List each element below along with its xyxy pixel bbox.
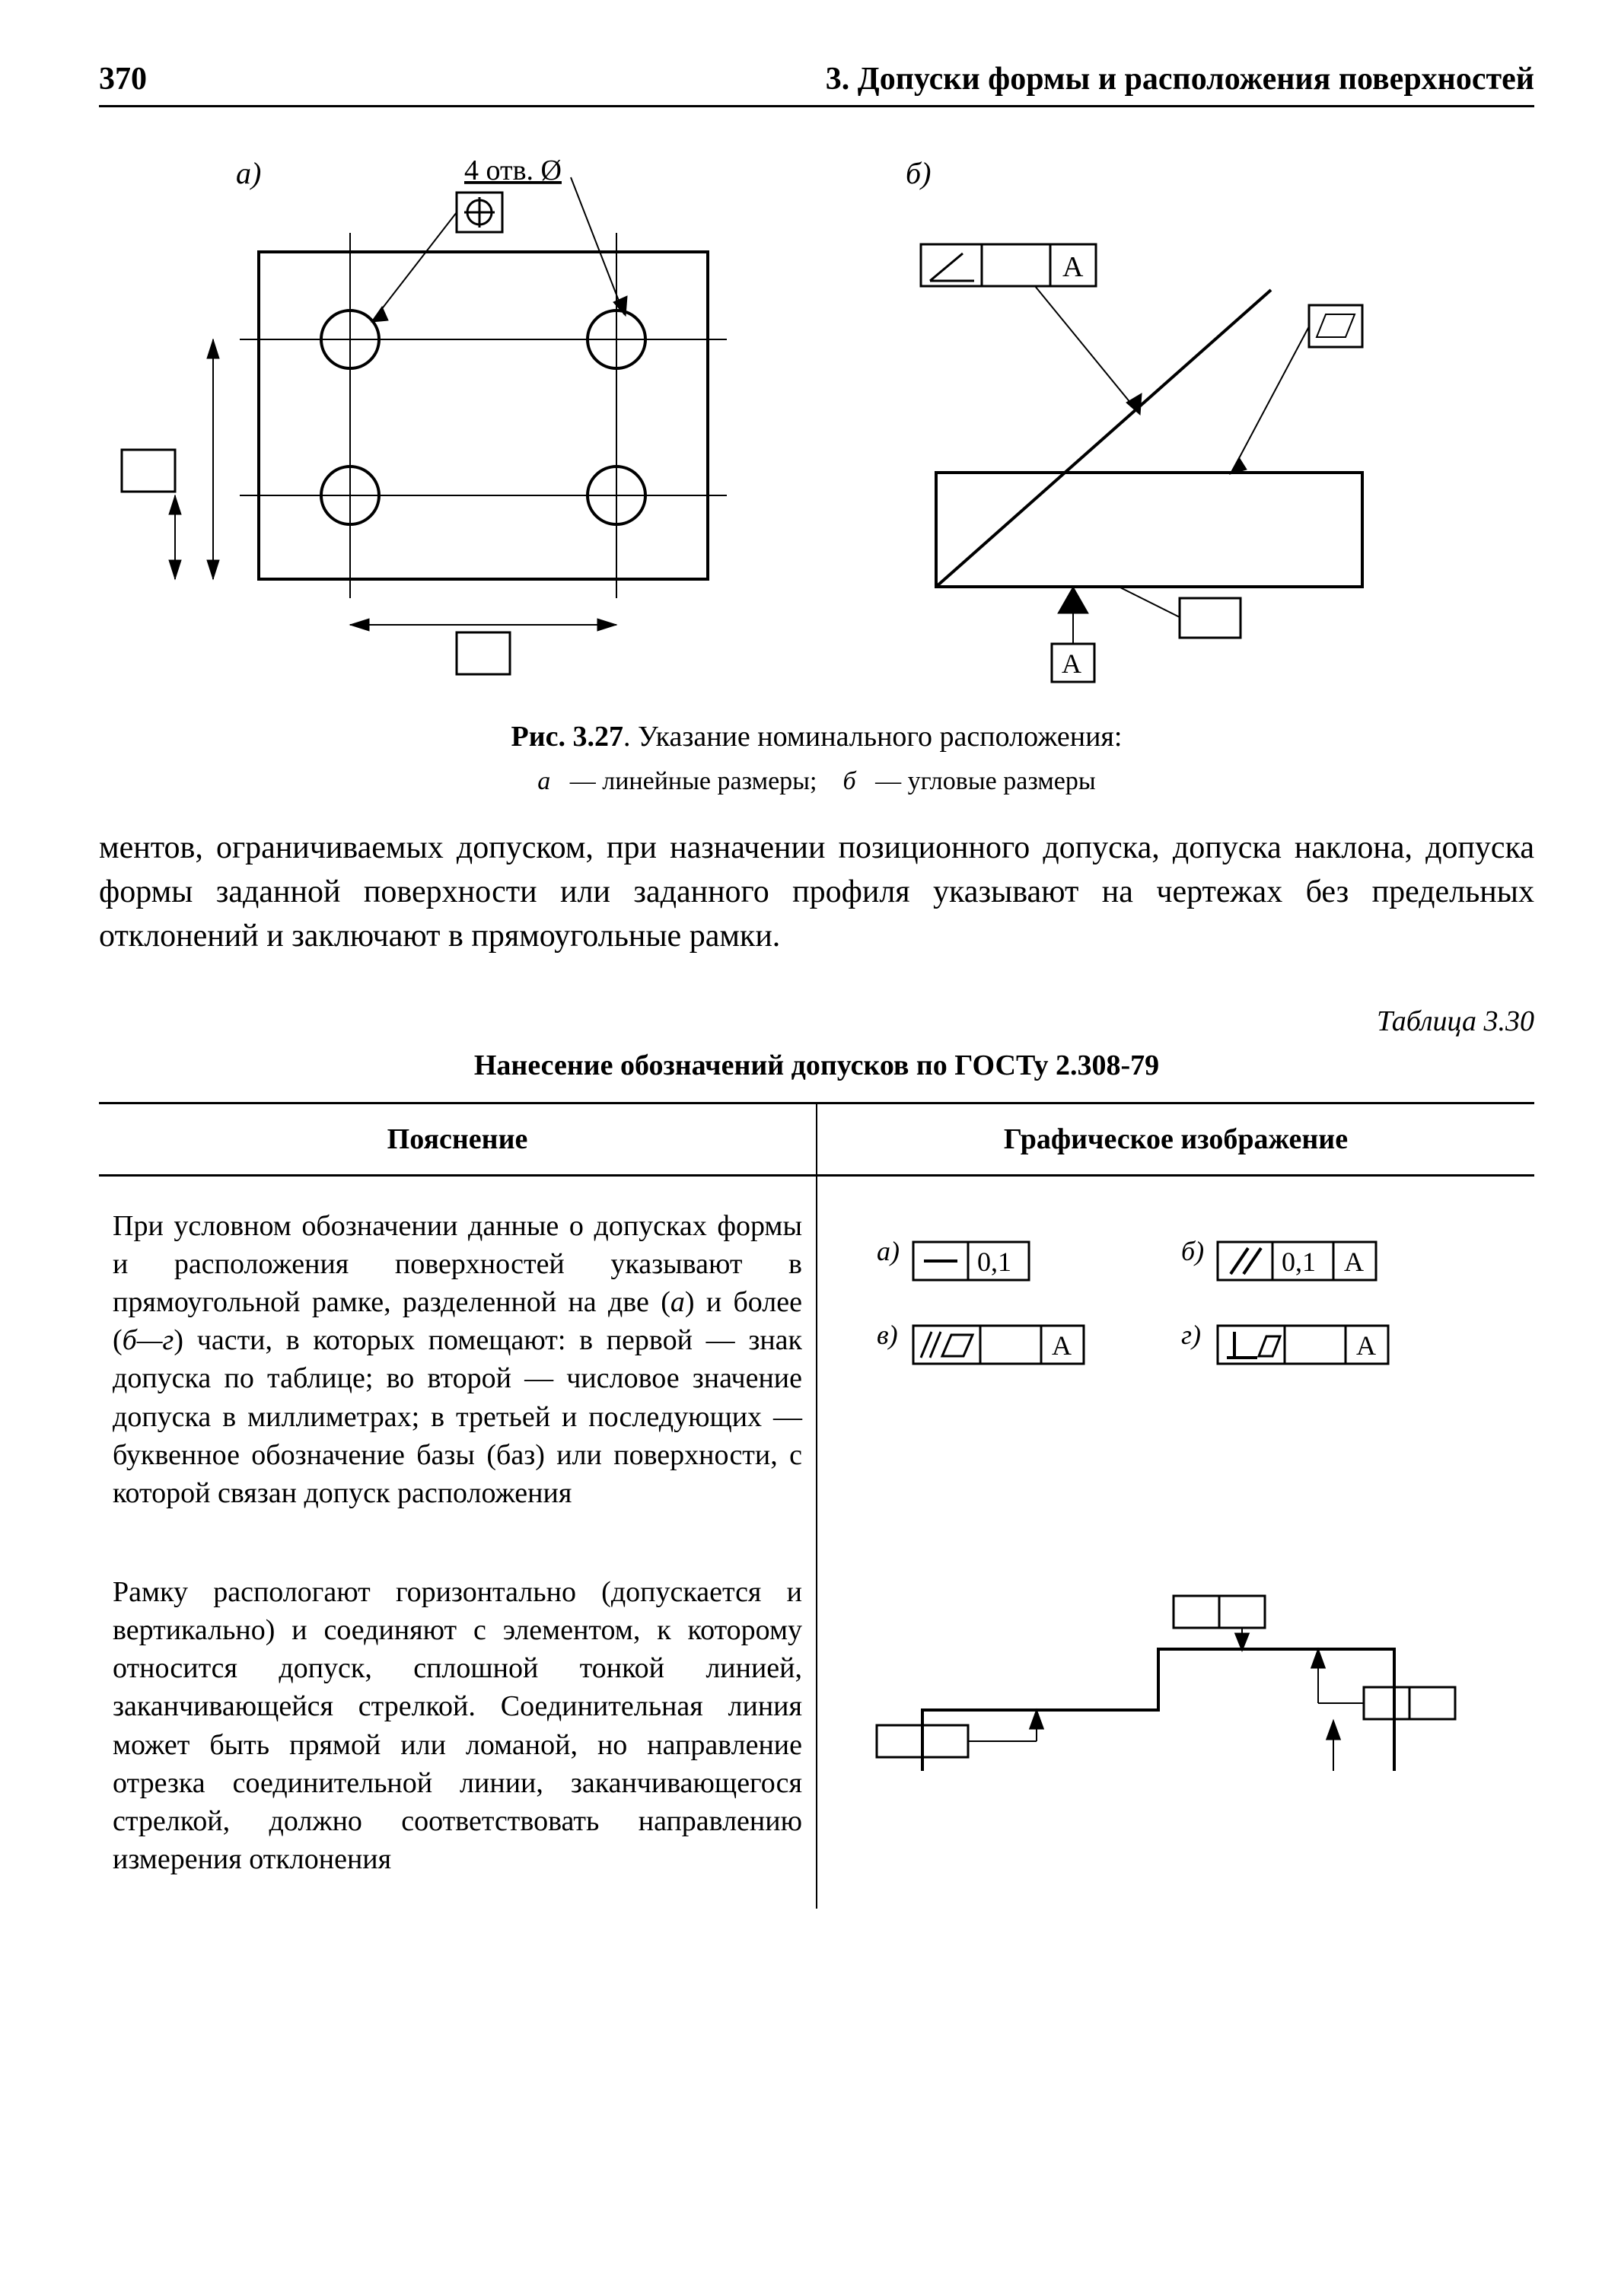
row1-text: При условном обозначении данные о допуск… bbox=[99, 1175, 817, 1543]
fig-label-a: а) bbox=[236, 156, 261, 190]
table-3-30: Пояснение Графическое изображение При ус… bbox=[99, 1102, 1534, 1909]
row2-graphic bbox=[817, 1543, 1534, 1909]
svg-text:а): а) bbox=[877, 1236, 900, 1266]
svg-text:А: А bbox=[1356, 1330, 1376, 1361]
figure-3-27: а) б) bbox=[99, 145, 1534, 796]
row1-svg: а) 0,1 б) 0,1 bbox=[831, 1207, 1486, 1405]
r1-ibg: б—г bbox=[123, 1324, 174, 1356]
r1-ia: а bbox=[670, 1286, 685, 1318]
svg-text:0,1: 0,1 bbox=[1282, 1247, 1316, 1277]
section-title: 3. Допуски формы и расположения поверхно… bbox=[826, 61, 1534, 97]
svg-text:г): г) bbox=[1181, 1320, 1201, 1350]
table-row: Рамку распологают горизонтально (допуска… bbox=[99, 1543, 1534, 1909]
table-row: При условном обозначении данные о допуск… bbox=[99, 1175, 1534, 1543]
svg-text:4 отв. Ø: 4 отв. Ø bbox=[464, 154, 562, 186]
svg-text:А: А bbox=[1344, 1247, 1364, 1277]
r1-tc: ) части, в которых помещают: в первой — … bbox=[113, 1324, 802, 1509]
svg-text:А: А bbox=[1052, 1330, 1072, 1361]
table-header-row: Пояснение Графическое изображение bbox=[99, 1103, 1534, 1175]
figure-svg: а) б) bbox=[99, 145, 1530, 693]
svg-text:А: А bbox=[1062, 251, 1084, 283]
subcap-b-rest: — угловые размеры bbox=[875, 767, 1096, 795]
fig-caption-rest: . Указание номинального расположения: bbox=[623, 721, 1122, 753]
diagram-a: 4 отв. Ø bbox=[122, 154, 727, 674]
subcap-b: б bbox=[842, 767, 855, 795]
table-title: Нанесение обозначений допусков по ГОСТу … bbox=[99, 1049, 1534, 1082]
figure-caption: Рис. 3.27. Указание номинального располо… bbox=[99, 715, 1534, 759]
subcap-a-rest: — линейные размеры; bbox=[570, 767, 817, 795]
fig-caption-prefix: Рис. 3.27 bbox=[511, 721, 623, 753]
row2-svg bbox=[831, 1573, 1486, 1817]
svg-text:А: А bbox=[1062, 648, 1081, 679]
page-number: 370 bbox=[99, 61, 147, 97]
svg-text:0,1: 0,1 bbox=[977, 1247, 1011, 1277]
th-graphic: Графическое изображение bbox=[817, 1103, 1534, 1175]
th-explanation: Пояснение bbox=[99, 1103, 817, 1175]
row1-graphic: а) 0,1 б) 0,1 bbox=[817, 1175, 1534, 1543]
table-label: Таблица 3.30 bbox=[99, 1005, 1534, 1038]
row2-text: Рамку распологают горизонтально (допуска… bbox=[99, 1543, 817, 1909]
fig-label-b: б) bbox=[906, 156, 931, 190]
subcap-a: а bbox=[537, 767, 550, 795]
figure-subcaption: а — линейные размеры; б — угловые размер… bbox=[99, 767, 1534, 796]
body-paragraph: ментов, ограничиваемых допуском, при наз… bbox=[99, 826, 1534, 959]
svg-text:в): в) bbox=[877, 1320, 898, 1350]
page-header: 370 3. Допуски формы и расположения пове… bbox=[99, 61, 1534, 107]
diagram-b: А А bbox=[921, 244, 1362, 682]
svg-text:б): б) bbox=[1181, 1236, 1204, 1266]
